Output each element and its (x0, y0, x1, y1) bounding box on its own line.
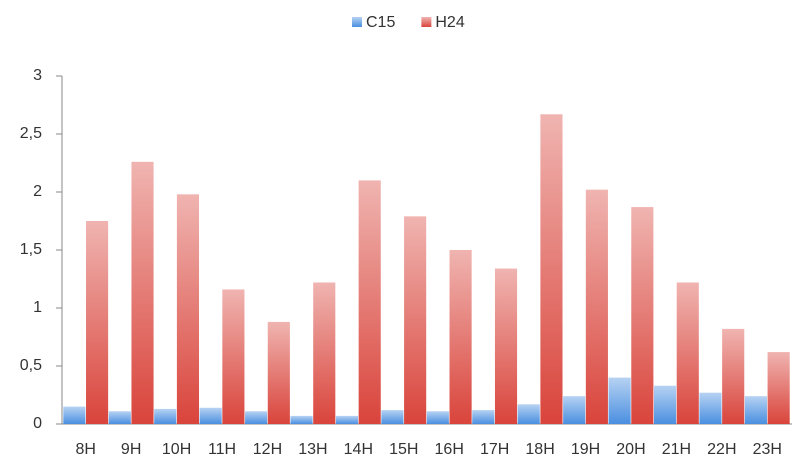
x-tick-label: 13H (298, 441, 327, 458)
bar (267, 321, 290, 424)
x-tick-label: 23H (753, 441, 782, 458)
x-tick-label: 12H (253, 441, 282, 458)
y-tick-label: 1 (33, 299, 42, 316)
y-tick-label: 0,5 (20, 357, 42, 374)
bar (426, 411, 449, 424)
y-tick-label: 0 (33, 415, 42, 432)
bar (86, 221, 109, 424)
bar (176, 194, 200, 424)
y-tick-label: 2,5 (20, 125, 42, 142)
bar (154, 408, 177, 424)
x-tick-label: 15H (389, 441, 418, 458)
legend-swatch (352, 17, 362, 27)
x-tick-label: 14H (344, 441, 373, 458)
bar (722, 328, 745, 424)
bar (608, 377, 631, 424)
bar (517, 404, 540, 424)
bar (767, 352, 790, 424)
x-tick-label: 17H (480, 441, 509, 458)
x-tick-label: 11H (208, 441, 236, 458)
legend-swatch (421, 17, 432, 27)
bar (494, 268, 518, 424)
x-tick-label: 20H (616, 441, 645, 458)
bar (449, 250, 472, 424)
bar (540, 114, 563, 424)
bar (222, 289, 245, 424)
bar (472, 410, 495, 424)
bar (313, 282, 336, 424)
bar (245, 411, 268, 424)
bar (631, 207, 654, 424)
x-tick-label: 10H (162, 441, 191, 458)
y-tick-label: 3 (33, 67, 42, 84)
bar (108, 411, 131, 424)
bar (290, 415, 313, 424)
x-tick-label: 8H (75, 441, 95, 458)
x-tick-label: 21H (662, 441, 691, 458)
bar (744, 396, 767, 424)
bar (63, 406, 86, 424)
legend-label: H24 (435, 14, 464, 31)
bar (699, 392, 722, 424)
bar (381, 410, 404, 424)
x-tick-label: 9H (121, 441, 141, 458)
bar (563, 396, 586, 424)
bar (131, 161, 154, 424)
bar (199, 407, 222, 424)
bar (335, 415, 359, 424)
bar (358, 180, 381, 424)
x-tick-label: 18H (525, 441, 554, 458)
bar (404, 216, 427, 424)
x-tick-label: 19H (571, 441, 600, 458)
x-tick-label: 16H (435, 441, 464, 458)
bar (676, 282, 699, 424)
x-tick-label: 22H (707, 441, 736, 458)
legend-label: C15 (366, 14, 395, 31)
y-tick-label: 2 (33, 183, 42, 200)
bar (585, 189, 608, 424)
y-tick-label: 1,5 (20, 241, 42, 258)
bar (653, 385, 677, 424)
